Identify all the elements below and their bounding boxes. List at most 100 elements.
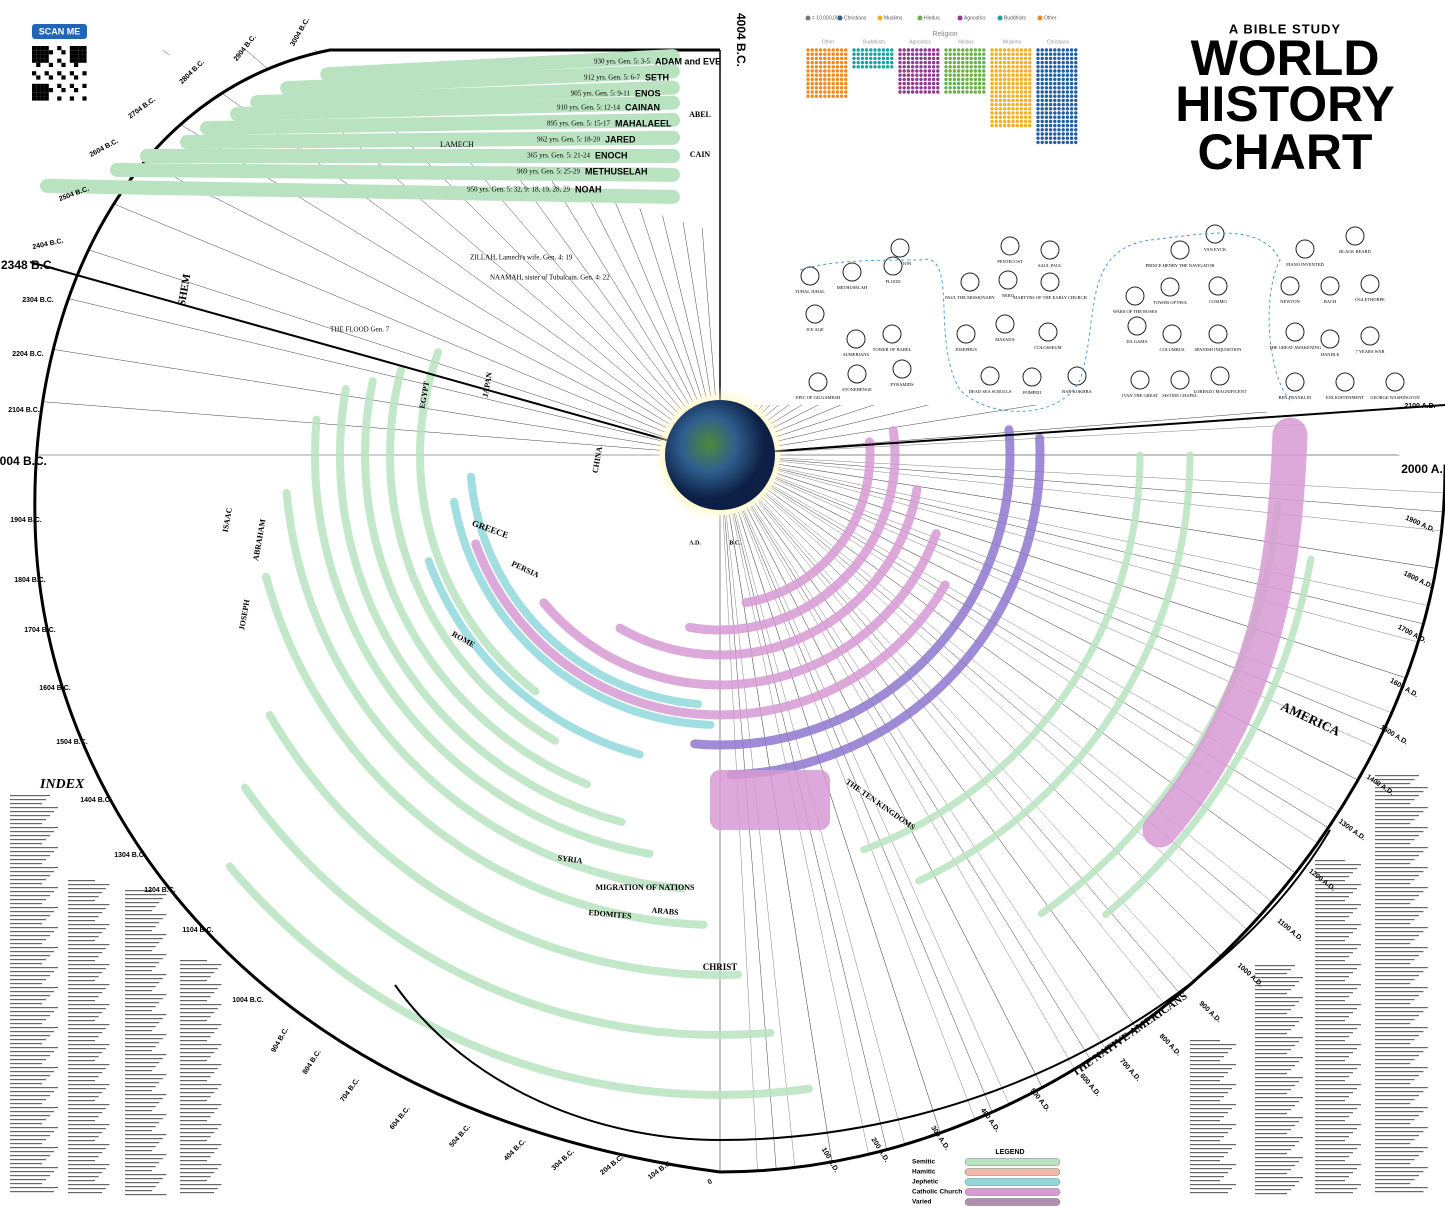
index-line — [125, 906, 156, 908]
radial-line — [0, 281, 662, 442]
index-line — [180, 1120, 207, 1122]
dot — [1002, 48, 1007, 52]
index-line — [1375, 1163, 1411, 1165]
index-line — [68, 1164, 110, 1166]
index-line — [68, 1000, 95, 1002]
index-line — [125, 1034, 167, 1036]
band — [685, 426, 900, 635]
index-line — [1255, 1093, 1287, 1095]
dot — [1028, 48, 1032, 52]
index-line — [1255, 1133, 1287, 1135]
qr-cell — [74, 62, 79, 67]
index-line — [10, 947, 58, 949]
dot — [1015, 69, 1019, 73]
index-line — [180, 980, 207, 982]
dot — [931, 81, 936, 86]
index-line — [1315, 980, 1345, 982]
index-line — [10, 1071, 54, 1073]
event-icon — [1210, 366, 1230, 386]
dot — [944, 48, 948, 52]
scan-label: SCAN ME — [39, 26, 81, 36]
band-label: CHRIST — [703, 962, 738, 972]
index-line — [10, 919, 46, 921]
dot — [994, 90, 998, 94]
qr-cell — [44, 96, 49, 101]
dot — [1057, 123, 1061, 128]
dot — [1061, 48, 1065, 52]
dot — [1023, 52, 1028, 56]
dot — [969, 65, 973, 69]
dot — [1069, 107, 1074, 111]
index-line — [10, 831, 54, 833]
index-line — [125, 1002, 160, 1004]
dot — [982, 77, 986, 82]
dot — [1015, 107, 1019, 111]
dot — [1044, 98, 1049, 103]
dot — [1074, 56, 1078, 61]
dot — [998, 77, 1003, 82]
dot — [1044, 128, 1049, 132]
band — [915, 451, 1194, 885]
dot — [915, 65, 919, 69]
dot — [990, 86, 994, 90]
dot — [844, 90, 848, 94]
dot — [1048, 73, 1053, 77]
index-line — [1190, 1120, 1220, 1122]
index-line — [1315, 960, 1345, 962]
qr-cell — [78, 58, 83, 63]
index-line — [180, 1156, 211, 1158]
band — [741, 437, 875, 608]
index-line — [1190, 1052, 1228, 1054]
dot — [864, 60, 869, 65]
dot — [936, 81, 940, 86]
index-line — [10, 1055, 50, 1057]
index-line — [1375, 1103, 1411, 1105]
index-line — [180, 1020, 207, 1022]
index-line — [1375, 839, 1415, 841]
index-line — [1255, 1177, 1303, 1179]
dot — [990, 123, 994, 128]
dot — [965, 48, 969, 52]
dot — [994, 69, 998, 73]
qr-cell — [40, 83, 45, 88]
index-line — [1375, 979, 1415, 981]
index-line — [1190, 1100, 1220, 1102]
dot — [881, 65, 886, 69]
dot — [1002, 90, 1007, 94]
index-line — [10, 851, 54, 853]
dot — [839, 94, 844, 98]
index-line — [1375, 1111, 1424, 1113]
index-line — [1375, 1115, 1419, 1117]
dot — [1069, 128, 1074, 132]
index-line — [10, 975, 50, 977]
dot — [1061, 102, 1065, 107]
dot — [998, 119, 1003, 124]
dot — [839, 69, 844, 73]
index-line — [68, 896, 99, 898]
dot — [1015, 73, 1019, 77]
qr-cell — [82, 83, 87, 88]
index-line — [1190, 1136, 1224, 1138]
index-line — [1375, 999, 1415, 1001]
dot — [1002, 52, 1007, 56]
dot — [1007, 48, 1011, 52]
dot — [844, 81, 848, 86]
index-line — [68, 1072, 103, 1074]
dot — [1007, 123, 1011, 128]
index-line — [125, 1182, 160, 1184]
index-line — [10, 1047, 58, 1049]
band-label: JAPAN — [481, 371, 494, 398]
index-line — [180, 1072, 215, 1074]
dot — [1036, 98, 1040, 103]
index-line — [10, 859, 46, 861]
dot — [919, 77, 923, 82]
patriarch-ref: 895 yrs. Gen. 5: 15-17 — [547, 120, 610, 128]
dot — [973, 73, 978, 77]
dot — [1023, 107, 1028, 111]
dot — [1069, 111, 1074, 115]
dot — [1061, 60, 1065, 65]
index-line — [1375, 927, 1428, 929]
index-line — [10, 819, 46, 821]
index-line — [68, 1016, 99, 1018]
index-line — [1315, 992, 1353, 994]
